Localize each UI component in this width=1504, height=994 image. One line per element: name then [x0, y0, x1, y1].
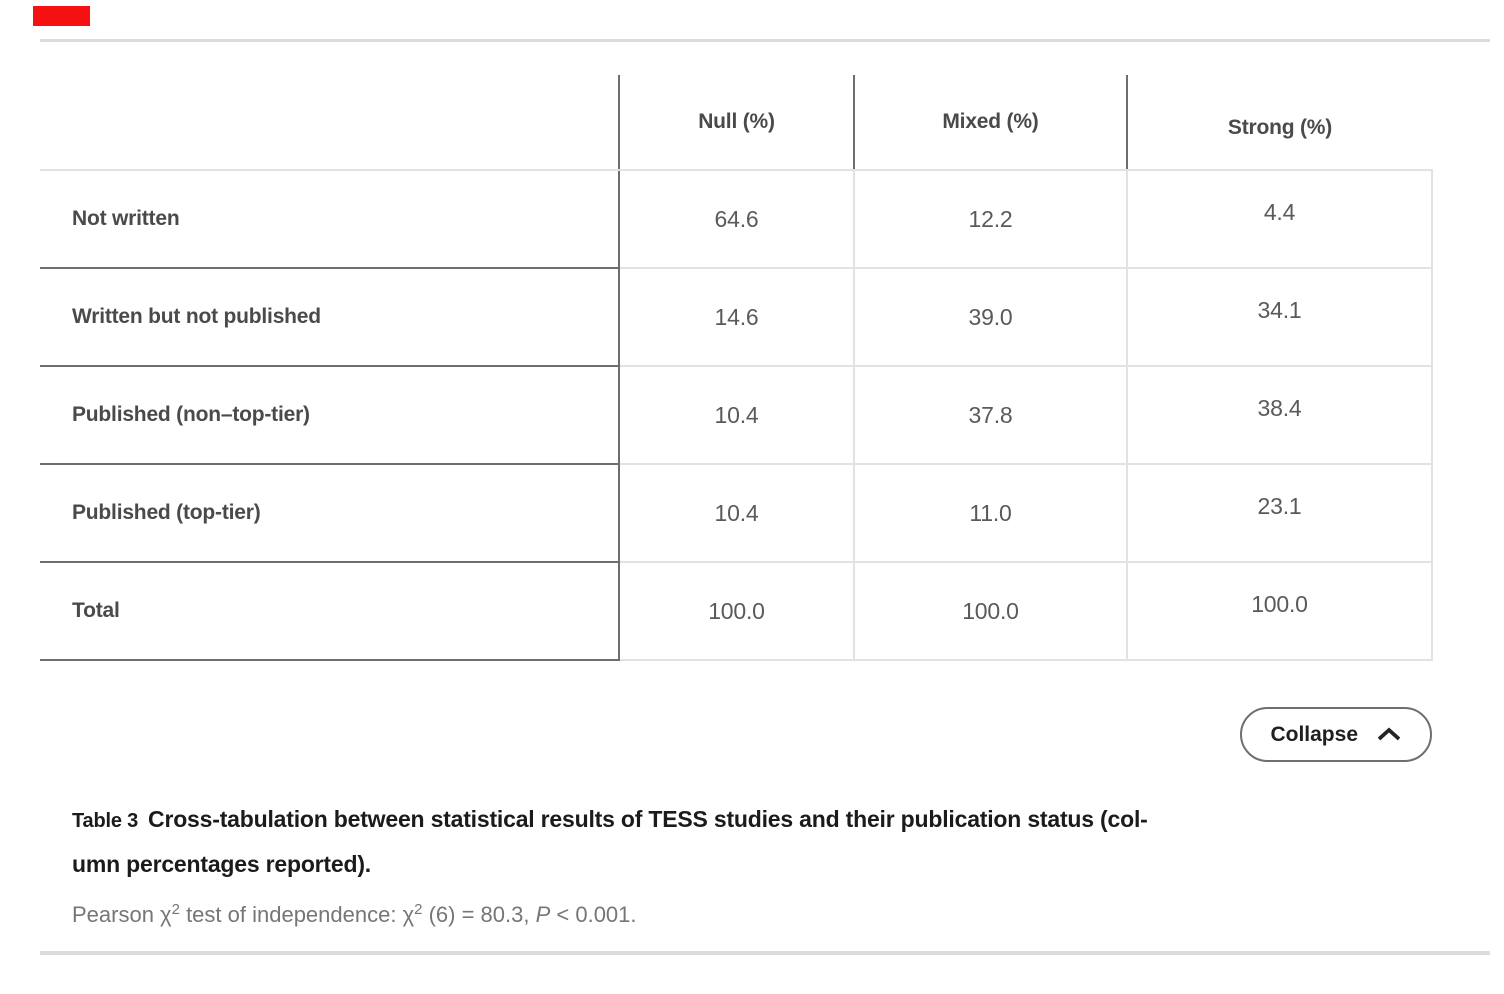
corner-cell	[40, 75, 619, 171]
table-row: Total 100.0 100.0 100.0	[40, 562, 1433, 661]
table-cell-value: 38.4	[1126, 366, 1433, 465]
table-header-row: Null (%) Mixed (%) Strong (%)	[40, 75, 1432, 171]
superscript: 2	[414, 901, 423, 918]
table-cell-value: 11.0	[853, 464, 1127, 563]
caption-title-line1: Cross-tabulation between statistical res…	[148, 806, 1148, 832]
table-cell-value: 12.2	[853, 170, 1127, 269]
collapse-button[interactable]: Collapse	[1240, 707, 1432, 762]
row-header: Published (non–top-tier)	[40, 366, 620, 465]
stats-note: Pearson χ2 test of independence: χ2 (6) …	[72, 901, 637, 927]
table-caption: Table 3 Cross-tabulation between statisti…	[72, 798, 1462, 886]
row-header: Total	[40, 562, 620, 661]
chevron-up-icon	[1377, 727, 1401, 741]
table-row: Published (non–top-tier) 10.4 37.8 38.4	[40, 366, 1433, 465]
red-indicator	[33, 6, 90, 26]
table-cell-value: 4.4	[1126, 170, 1433, 269]
table-cell-value: 14.6	[619, 268, 854, 367]
table-actions: Collapse	[40, 707, 1432, 762]
superscript: 2	[171, 901, 180, 918]
row-header: Not written	[40, 170, 620, 269]
caption-label: Table 3	[72, 810, 139, 832]
caption-title-line2: umn percentages reported).	[72, 851, 371, 877]
table-caption-block: Table 3 Cross-tabulation between statisti…	[72, 798, 1462, 930]
table-cell-value: 100.0	[619, 562, 854, 661]
bottom-divider	[40, 951, 1490, 955]
table-row: Written but not published 14.6 39.0 34.1	[40, 268, 1433, 367]
p-value-symbol: P	[535, 902, 551, 927]
table-cell-value: 39.0	[853, 268, 1127, 367]
results-table: Null (%) Mixed (%) Strong (%) Not writte…	[40, 75, 1433, 661]
column-header-mixed: Mixed (%)	[853, 75, 1127, 171]
table-cell-value: 34.1	[1126, 268, 1433, 367]
table-cell-value: 23.1	[1126, 464, 1433, 563]
collapse-button-label: Collapse	[1270, 722, 1358, 746]
table-cell-value: 10.4	[619, 464, 854, 563]
column-header-strong: Strong (%)	[1126, 75, 1432, 171]
table-cell-value: 64.6	[619, 170, 854, 269]
top-divider	[40, 39, 1490, 42]
column-header-null: Null (%)	[618, 75, 854, 171]
table-row: Published (top-tier) 10.4 11.0 23.1	[40, 464, 1433, 563]
table-row: Not written 64.6 12.2 4.4	[40, 170, 1433, 269]
table-cell-value: 37.8	[853, 366, 1127, 465]
row-header: Published (top-tier)	[40, 464, 620, 563]
row-header: Written but not published	[40, 268, 620, 367]
table-cell-value: 100.0	[853, 562, 1127, 661]
table-cell-value: 100.0	[1126, 562, 1433, 661]
table-cell-value: 10.4	[619, 366, 854, 465]
